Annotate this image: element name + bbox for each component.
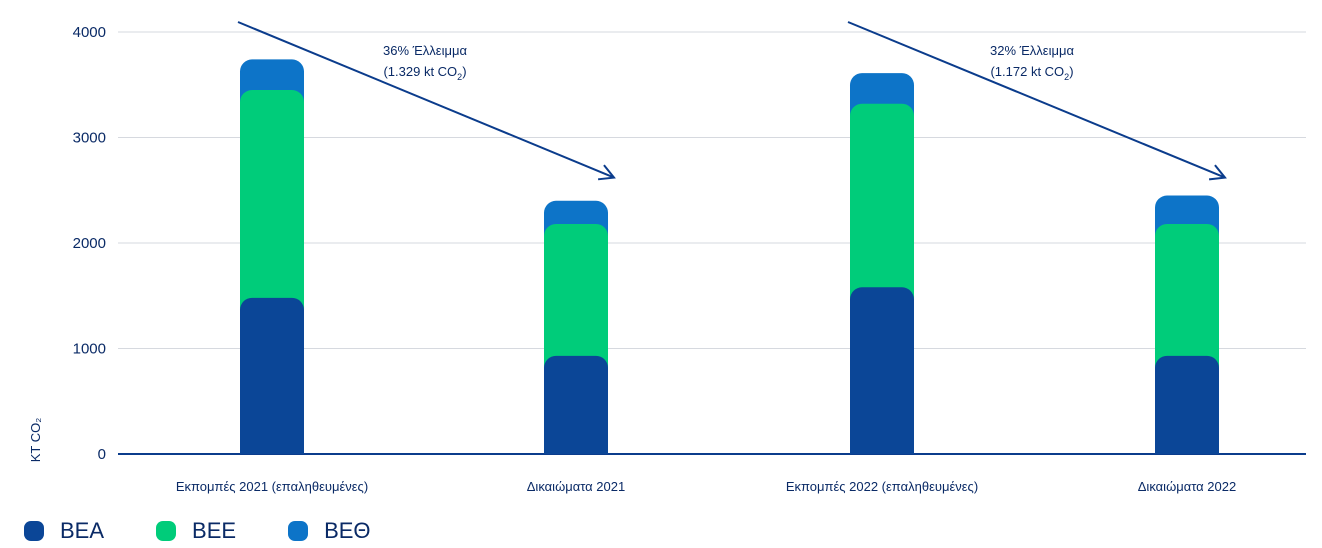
x-axis-labels: Εκπομπές 2021 (επαληθευμένες) Δικαιώματα … xyxy=(176,479,1236,494)
y-tick-label: 2000 xyxy=(73,235,106,252)
deficit-annotation-value: (1.329 kt CO2) xyxy=(383,64,466,82)
bar-segment-base xyxy=(1155,440,1219,454)
deficit-arrow-head xyxy=(597,164,616,181)
bar-segment xyxy=(544,355,608,454)
y-tick-label: 1000 xyxy=(73,341,106,358)
y-tick-label: 3000 xyxy=(73,130,106,147)
deficit-arrow-line xyxy=(847,21,1226,179)
x-category-label: Εκπομπές 2021 (επαληθευμένες) xyxy=(176,479,368,494)
bar-stack xyxy=(544,200,608,454)
bar-segment-base xyxy=(240,440,304,454)
bar-segment-base xyxy=(850,440,914,454)
y-axis-label-text: KT CO₂ xyxy=(28,418,43,463)
bar-segment xyxy=(850,287,914,454)
legend-label-beth: ΒΕΘ xyxy=(324,518,371,543)
y-axis-ticks: 0 1000 2000 3000 4000 xyxy=(73,24,106,463)
gridlines xyxy=(118,31,1306,455)
x-category-label: Δικαιώματα 2021 xyxy=(527,479,625,494)
x-category-label: Εκπομπές 2022 (επαληθευμένες) xyxy=(786,479,978,494)
y-axis-label: KT CO₂ xyxy=(28,418,43,463)
y-tick-label: 0 xyxy=(98,446,106,463)
legend-swatch-bee xyxy=(156,521,177,541)
deficit-annotation-title: 32% Έλλειμμα xyxy=(990,43,1074,58)
legend: ΒΕΑ ΒΕΕ ΒΕΘ xyxy=(24,518,423,544)
deficit-annotation-value: (1.172 kt CO2) xyxy=(990,64,1073,82)
legend-item-beth: ΒΕΘ xyxy=(288,518,371,544)
deficit-annotation-title: 36% Έλλειμμα xyxy=(383,43,467,58)
bar-segment xyxy=(1155,355,1219,454)
deficit-annotations: 36% Έλλειμμα (1.329 kt CO2) 32% Έλλειμμα (1… xyxy=(383,43,1074,82)
y-tick-label: 4000 xyxy=(73,24,106,41)
bar-segment-base xyxy=(544,440,608,454)
bar-stack xyxy=(1155,195,1219,454)
legend-swatch-bea xyxy=(24,521,44,541)
deficit-arrow-head xyxy=(1208,164,1227,181)
bars xyxy=(240,59,1219,455)
legend-item-bea: ΒΕΑ xyxy=(24,518,104,544)
bar-stack xyxy=(240,59,304,455)
legend-label-bee: ΒΕΕ xyxy=(192,518,237,543)
bar-stack xyxy=(850,73,914,455)
legend-item-bee: ΒΕΕ xyxy=(156,518,236,544)
x-category-label: Δικαιώματα 2022 xyxy=(1138,479,1236,494)
deficit-arrow-line xyxy=(237,21,615,179)
legend-swatch-beth xyxy=(288,521,309,541)
legend-label-bea: ΒΕΑ xyxy=(60,518,105,543)
deficit-arrows xyxy=(237,21,1227,181)
bar-segment xyxy=(240,297,304,454)
